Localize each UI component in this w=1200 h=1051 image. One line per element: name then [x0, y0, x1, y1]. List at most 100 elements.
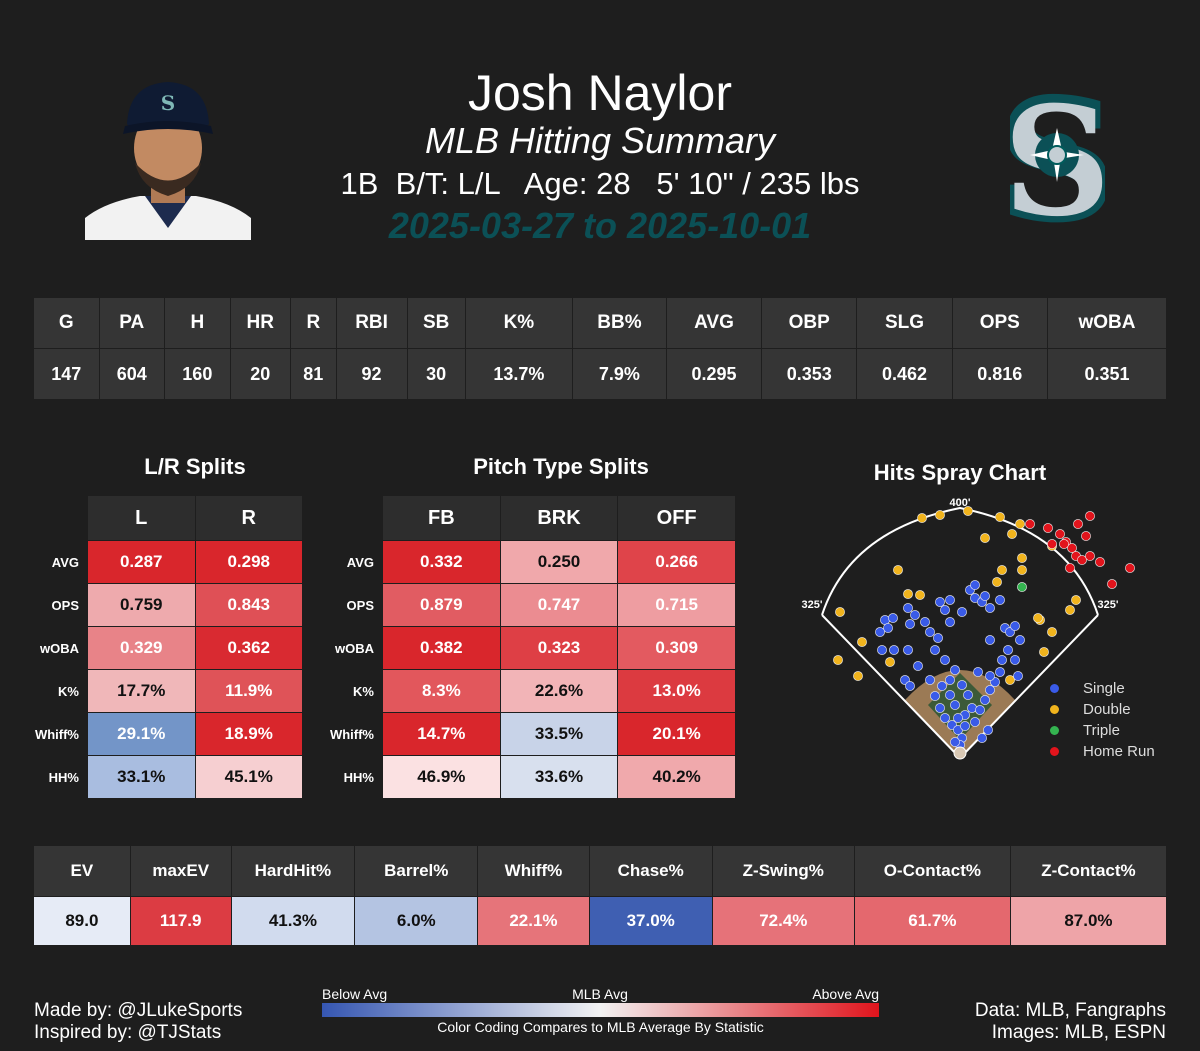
spray-hit-point: [920, 617, 930, 627]
pitch_splits-cell: 0.309: [617, 626, 736, 670]
spray-hit-point: [995, 512, 1005, 522]
legend-dot-icon: [1050, 747, 1059, 756]
spray-hit-point: [995, 595, 1005, 605]
pitch_splits-cell: 0.879: [382, 583, 501, 627]
season-header-5: RBI: [335, 297, 408, 349]
spray-hit-point: [1043, 523, 1053, 533]
credit-images: Images: MLB, ESPN: [991, 1022, 1166, 1043]
lr_splits-col-1: R: [194, 495, 303, 541]
season-value-3: 20: [229, 348, 291, 400]
spray-hit-point: [985, 685, 995, 695]
spray-hit-point: [940, 713, 950, 723]
spray-hit-point: [977, 733, 987, 743]
credit-made-by: Made by: @JLukeSports: [34, 1000, 243, 1021]
pitch_splits-cell: 13.0%: [617, 669, 736, 713]
season-header-1: PA: [98, 297, 166, 349]
spray-hit-point: [893, 565, 903, 575]
pitch_splits-cell: 0.332: [382, 540, 501, 584]
pitch_splits-cell: 22.6%: [499, 669, 619, 713]
spray-hit-point: [915, 590, 925, 600]
season-value-5: 92: [335, 348, 408, 400]
spray-legend-item: Single: [1050, 678, 1190, 699]
player-headshot: S: [85, 78, 251, 240]
spray-hit-point: [935, 510, 945, 520]
credit-inspired-by: Inspired by: @TJStats: [34, 1022, 222, 1043]
season-value-12: 0.816: [951, 348, 1048, 400]
spray-hit-point: [937, 681, 947, 691]
spray-hit-point: [970, 580, 980, 590]
spray-hit-point: [888, 613, 898, 623]
lr_splits-cell: 11.9%: [194, 669, 303, 713]
outfield-wall: [821, 506, 1099, 616]
spray-hit-point: [1071, 595, 1081, 605]
spray-hit-point: [925, 627, 935, 637]
spray-hit-point: [877, 645, 887, 655]
left-foul-line: [821, 614, 961, 759]
color-scale-bar: [322, 1003, 879, 1017]
spray-hit-point: [945, 675, 955, 685]
pd-header-5: Chase%: [588, 845, 713, 897]
lr-splits-table: L R AVG 0.287 0.298 OPS 0.759 0.843 wOBA 0.329 0.3…: [33, 495, 303, 799]
spray-hit-point: [940, 655, 950, 665]
spray-hit-point: [1125, 563, 1135, 573]
spray-hit-point: [997, 655, 1007, 665]
spray-legend-item: Double: [1050, 699, 1190, 720]
pd-header-7: O-Contact%: [853, 845, 1011, 897]
lr_splits-row-label: HH%: [33, 755, 88, 799]
spray-hit-point: [935, 703, 945, 713]
season-value-11: 0.462: [856, 348, 953, 400]
pitch_splits-row-label: OPS: [328, 583, 383, 627]
pitch_splits-cell: 0.715: [617, 583, 736, 627]
spray-hit-point: [940, 605, 950, 615]
season-value-10: 0.353: [761, 348, 858, 400]
pd-value-4: 22.1%: [477, 896, 590, 946]
spray-hit-point: [1055, 529, 1065, 539]
lr_splits-row-label: AVG: [33, 540, 88, 584]
spray-hit-point: [980, 695, 990, 705]
spray-hit-point: [889, 645, 899, 655]
season-value-2: 160: [164, 348, 231, 400]
spray-hit-point: [997, 565, 1007, 575]
date-range: 2025-03-27 to 2025-10-01: [388, 205, 812, 246]
spray-hit-point: [1003, 645, 1013, 655]
lr_splits-cell: 18.9%: [194, 712, 303, 756]
pitch_splits-cell: 0.250: [499, 540, 619, 584]
lr_splits-col-0: L: [87, 495, 196, 541]
spray-hit-point: [1013, 671, 1023, 681]
spray-hit-point: [905, 681, 915, 691]
spray-hit-point: [1017, 565, 1027, 575]
spray-hit-point: [1085, 511, 1095, 521]
season-value-13: 0.351: [1046, 348, 1168, 400]
spray-hit-point: [853, 671, 863, 681]
spray-hit-point: [933, 633, 943, 643]
spray-hit-point: [1085, 551, 1095, 561]
spray-hit-point: [903, 603, 913, 613]
pitch_splits-cell: 14.7%: [382, 712, 501, 756]
pd-value-2: 41.3%: [230, 896, 356, 946]
spray-hit-point: [935, 597, 945, 607]
spray-hit-point: [1017, 582, 1027, 592]
spray-hit-point: [903, 589, 913, 599]
dist-right-label: 325': [1098, 599, 1119, 611]
spray-hit-point: [992, 577, 1002, 587]
lr_splits-row-label: Whiff%: [33, 712, 88, 756]
spray-hit-point: [957, 607, 967, 617]
spray-hit-point: [957, 680, 967, 690]
pitch_splits-cell: 33.5%: [499, 712, 619, 756]
season-header-11: SLG: [856, 297, 953, 349]
season-value-8: 7.9%: [571, 348, 667, 400]
lr_splits-cell: 45.1%: [194, 755, 303, 799]
legend-dot-icon: [1050, 726, 1059, 735]
season-value-1: 604: [98, 348, 166, 400]
spray-hit-point: [1065, 605, 1075, 615]
spray-hit-point: [917, 513, 927, 523]
spray-hit-point: [945, 690, 955, 700]
pd-value-3: 6.0%: [354, 896, 479, 946]
spray-hit-point: [970, 717, 980, 727]
spray-legend-label: Home Run: [1083, 743, 1155, 760]
lr_splits-row-label: wOBA: [33, 626, 88, 670]
pitch_splits-col-0: FB: [382, 495, 501, 541]
lr_splits-row-label: K%: [33, 669, 88, 713]
season-header-3: HR: [229, 297, 291, 349]
pitch_splits-cell: 0.747: [499, 583, 619, 627]
